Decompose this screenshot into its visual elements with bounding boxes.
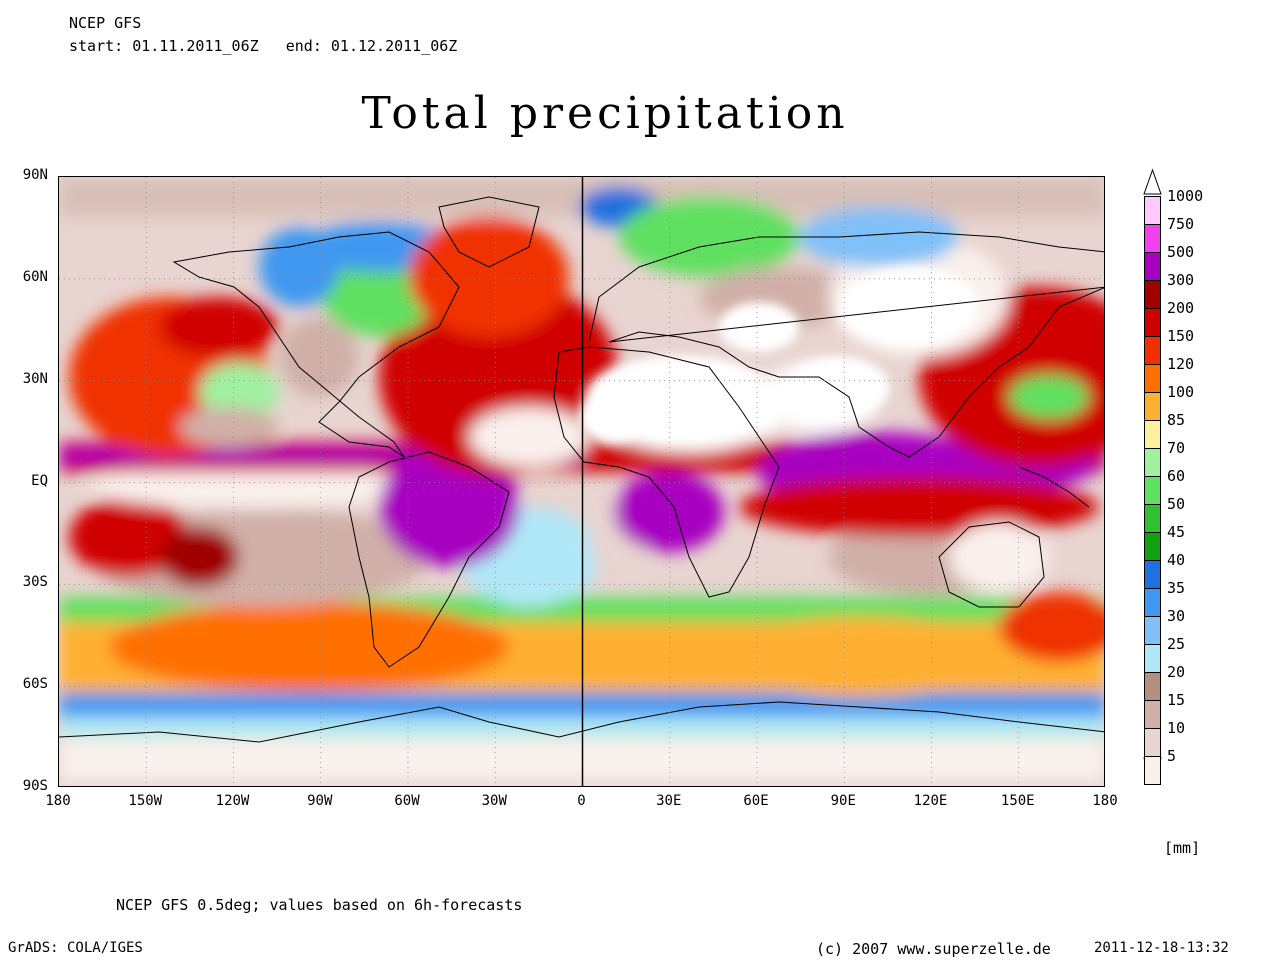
legend-label: 45 bbox=[1167, 523, 1186, 541]
y-tick-label: 90S bbox=[22, 778, 48, 794]
legend-swatch bbox=[1144, 644, 1161, 673]
south-america-coast bbox=[348, 451, 510, 668]
legend-label: 120 bbox=[1167, 355, 1195, 373]
end-value: 01.12.2011_06Z bbox=[330, 37, 458, 55]
x-tick-label: 120W bbox=[215, 793, 250, 809]
x-tick-label: 180 bbox=[1092, 793, 1118, 809]
legend-label: 100 bbox=[1167, 383, 1195, 401]
x-tick-label: 180 bbox=[45, 793, 71, 809]
africa-coast bbox=[553, 346, 780, 598]
chart-title: Total precipitation bbox=[361, 88, 849, 139]
legend-label: 200 bbox=[1167, 299, 1195, 317]
legend-label: 500 bbox=[1167, 243, 1195, 261]
legend-label: 50 bbox=[1167, 495, 1186, 513]
eurasia-coast bbox=[588, 231, 1104, 458]
legend-swatch bbox=[1144, 364, 1161, 393]
timestamp: 2011-12-18-13:32 bbox=[1094, 940, 1229, 956]
precipitation-map bbox=[58, 176, 1105, 787]
legend-swatch bbox=[1144, 308, 1161, 337]
legend-label: 15 bbox=[1167, 691, 1186, 709]
map-canvas bbox=[59, 177, 1104, 786]
x-tick-label: 60E bbox=[743, 793, 769, 809]
legend-swatch bbox=[1144, 588, 1161, 617]
x-tick-label: 120E bbox=[913, 793, 948, 809]
legend-label: 25 bbox=[1167, 635, 1186, 653]
dry-land bbox=[579, 267, 979, 442]
legend-swatch bbox=[1144, 420, 1161, 449]
color-legend: 1000 750 500 300 200 150 120 100 85 70 60 50 45 40 35 3… bbox=[1140, 168, 1240, 788]
legend-label: 40 bbox=[1167, 551, 1186, 569]
x-tick-label: 60W bbox=[394, 793, 420, 809]
x-tick-label: 90W bbox=[307, 793, 333, 809]
x-tick-label: 30W bbox=[481, 793, 507, 809]
start-value: 01.11.2011_06Z bbox=[132, 37, 259, 55]
copyright: (c) 2007 www.superzelle.de bbox=[816, 940, 1051, 958]
footer-note: NCEP GFS 0.5deg; values based on 6h-fore… bbox=[116, 896, 523, 914]
legend-swatch bbox=[1144, 252, 1161, 281]
legend-swatch bbox=[1144, 728, 1161, 757]
legend-swatch bbox=[1144, 448, 1161, 477]
y-tick-label: 30N bbox=[22, 370, 48, 387]
north-america-coast bbox=[172, 231, 460, 458]
australia-coast bbox=[938, 521, 1045, 608]
x-tick-label: 90E bbox=[830, 793, 856, 809]
legend-swatch bbox=[1144, 560, 1161, 589]
legend-swatch bbox=[1144, 476, 1161, 505]
legend-swatch bbox=[1144, 280, 1161, 309]
legend-label: 300 bbox=[1167, 271, 1195, 289]
legend-swatch bbox=[1144, 756, 1161, 785]
y-tick-label: EQ bbox=[31, 472, 48, 489]
legend-label: 10 bbox=[1167, 719, 1186, 737]
legend-swatch bbox=[1144, 700, 1161, 729]
legend-swatch bbox=[1144, 336, 1161, 365]
legend-label: 150 bbox=[1167, 327, 1195, 345]
legend-swatch bbox=[1144, 672, 1161, 701]
end-label: end: bbox=[285, 37, 322, 55]
y-tick-label: 30S bbox=[22, 574, 48, 591]
grads-credit: GrADS: COLA/IGES bbox=[8, 940, 143, 956]
legend-label: 5 bbox=[1167, 747, 1177, 765]
legend-swatch bbox=[1144, 532, 1161, 561]
legend-swatch bbox=[1144, 224, 1161, 253]
x-tick-label: 150E bbox=[1000, 793, 1035, 809]
x-tick-label: 30E bbox=[656, 793, 682, 809]
time-range: start: 01.11.2011_06Z end: 01.12.2011_06… bbox=[69, 37, 457, 55]
legend-swatch bbox=[1144, 504, 1161, 533]
legend-label: 35 bbox=[1167, 579, 1186, 597]
legend-label: 60 bbox=[1167, 467, 1186, 485]
greenland-coast bbox=[438, 196, 540, 268]
y-tick-label: 60N bbox=[22, 268, 48, 285]
legend-swatch bbox=[1144, 392, 1161, 421]
model-label: NCEP GFS bbox=[69, 14, 142, 32]
legend-up-arrow bbox=[1143, 168, 1162, 195]
legend-label: 20 bbox=[1167, 663, 1186, 681]
coastlines bbox=[59, 196, 1104, 743]
legend-swatch bbox=[1144, 616, 1161, 645]
legend-label: 1000 bbox=[1167, 187, 1204, 205]
maritime-continent bbox=[1018, 466, 1090, 508]
legend-label: 750 bbox=[1167, 215, 1195, 233]
legend-label: 30 bbox=[1167, 607, 1186, 625]
legend-label: 85 bbox=[1167, 411, 1186, 429]
y-tick-label: 60S bbox=[22, 676, 48, 693]
start-label: start: bbox=[69, 37, 124, 55]
y-tick-label: 90N bbox=[22, 167, 48, 183]
antarctica-coast bbox=[59, 701, 1104, 743]
x-tick-label: 150W bbox=[128, 793, 163, 809]
x-tick-label: 0 bbox=[577, 793, 586, 809]
legend-label: 70 bbox=[1167, 439, 1186, 457]
legend-unit: [mm] bbox=[1164, 839, 1201, 857]
legend-swatch bbox=[1144, 196, 1161, 225]
